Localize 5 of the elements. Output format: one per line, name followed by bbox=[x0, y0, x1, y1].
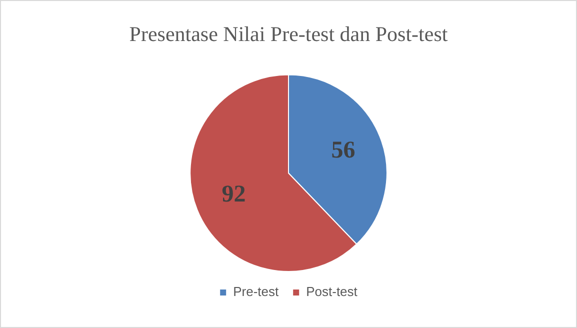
chart-title: Presentase Nilai Pre-test dan Post-test bbox=[129, 22, 448, 46]
legend-label: Pre-test bbox=[233, 284, 279, 300]
data-label: 56 bbox=[331, 137, 356, 164]
data-label: 92 bbox=[222, 181, 246, 208]
legend-label: Post-test bbox=[306, 284, 358, 300]
